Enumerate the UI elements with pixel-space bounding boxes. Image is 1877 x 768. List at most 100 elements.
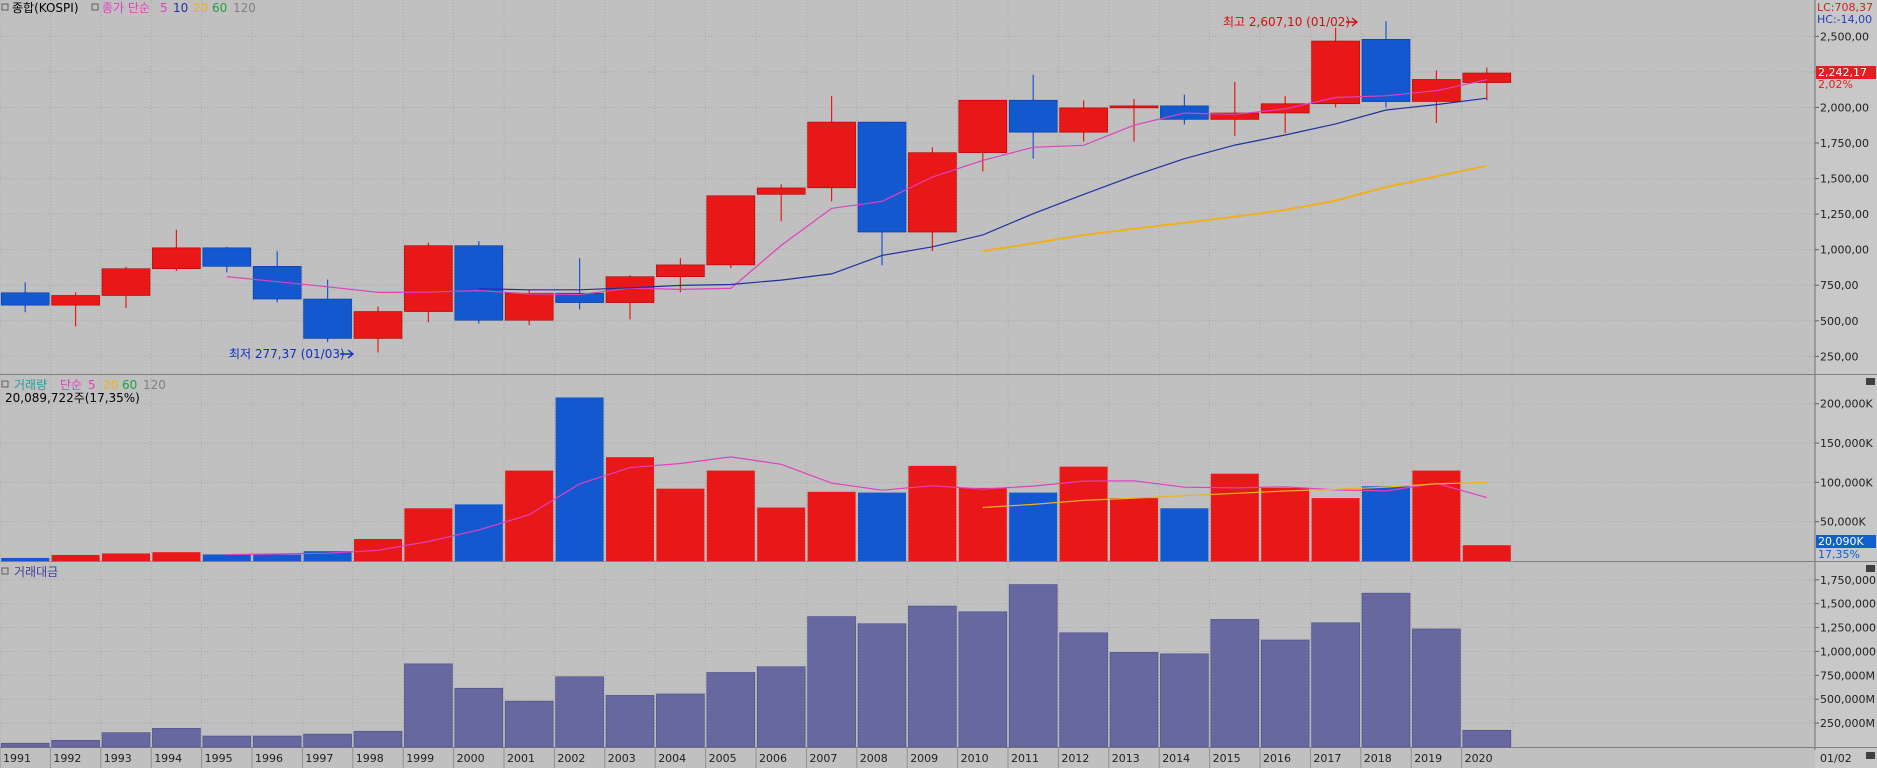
candle-body <box>0 292 50 306</box>
amount-bar <box>1412 628 1461 748</box>
panel-toggle-icon[interactable] <box>1 3 9 11</box>
amount-bar <box>1059 632 1108 748</box>
amount-bar <box>555 676 604 748</box>
volume-bar <box>908 465 957 561</box>
hc-label: HC:-14,00 <box>1817 13 1872 26</box>
x-tick-label: 2006 <box>759 752 787 765</box>
candle-body <box>252 266 302 300</box>
candle-body <box>51 295 100 306</box>
amount-bar <box>958 611 1008 748</box>
volume-ma-line <box>982 481 1487 509</box>
ma-period-5[interactable]: 5 <box>160 1 168 15</box>
candle-body <box>1008 99 1058 133</box>
x-tick-label: 2017 <box>1313 752 1341 765</box>
y-tick-label: 1,000,000M <box>1820 645 1877 658</box>
x-tick-label: 1996 <box>255 752 283 765</box>
volume-bar <box>807 491 856 561</box>
x-tick-label: 2001 <box>507 752 535 765</box>
y-tick-label: 250,00 <box>1820 350 1859 363</box>
volume-bar <box>1462 545 1511 561</box>
volume-bar <box>1110 498 1158 561</box>
volume-bar <box>1210 473 1259 561</box>
ma-indicator-label[interactable]: 종가 단순 <box>102 1 150 15</box>
amount-bar <box>706 672 756 748</box>
volume-bar <box>202 554 251 561</box>
amount-bar <box>152 728 201 748</box>
amount-bar <box>101 732 151 748</box>
amount-bar <box>605 695 655 748</box>
y-tick-label: 500,000M <box>1820 693 1875 706</box>
x-tick-label: 2004 <box>658 752 686 765</box>
amount-panel-max-icon[interactable] <box>1866 565 1875 572</box>
volume-indicator-label[interactable]: 단순 <box>60 378 82 392</box>
x-tick-label: 1999 <box>406 752 434 765</box>
amount-bar <box>807 616 856 748</box>
vol-ma-period-5[interactable]: 5 <box>88 378 96 392</box>
volume-info: 20,089,722주(17,35%) <box>5 391 140 405</box>
x-tick-label: 2010 <box>961 752 989 765</box>
price-ma-line <box>478 97 1487 291</box>
ma-period-20[interactable]: 20 <box>193 1 208 15</box>
candle-body <box>706 195 756 266</box>
amount-bar <box>1311 622 1360 748</box>
volume-bar <box>102 553 150 561</box>
volume-bar <box>1362 486 1410 561</box>
volume-bar <box>303 551 352 561</box>
y-tick-label: 750,000M <box>1820 669 1875 682</box>
amount-toggle-icon[interactable] <box>1 567 9 575</box>
ma-period-120[interactable]: 120 <box>233 1 256 15</box>
candle-body <box>101 268 151 296</box>
volume-toggle-icon[interactable] <box>1 380 9 388</box>
candle-body <box>202 247 252 267</box>
vol-ma-period-20[interactable]: 20 <box>103 378 118 392</box>
x-tick-label: 2014 <box>1162 752 1190 765</box>
y-axis-labels: 2,500,002,250,002,000,001,750,001,500,00… <box>1815 30 1877 730</box>
ma-period-60[interactable]: 60 <box>212 1 227 15</box>
amount-bar <box>51 740 100 748</box>
amount-panel-header: 거래대금 <box>1 565 58 579</box>
amount-bar <box>656 693 705 748</box>
x-tick-label: 1995 <box>205 752 233 765</box>
volume-panel-max-icon[interactable] <box>1866 378 1875 385</box>
vol-ma-period-60[interactable]: 60 <box>122 378 137 392</box>
volume-bar <box>1 557 50 561</box>
x-tick-label: 2011 <box>1011 752 1039 765</box>
x-tick-label: 2012 <box>1061 752 1089 765</box>
volume-bar <box>454 504 503 561</box>
amount-bar <box>1210 619 1260 748</box>
y-tick-label: 500,00 <box>1820 315 1859 328</box>
candle-body <box>303 298 352 339</box>
y-tick-label: 1,500,000M <box>1820 598 1877 611</box>
x-tick-label: 1998 <box>356 752 384 765</box>
candle-body <box>1462 72 1512 83</box>
amount-bar <box>1260 639 1310 748</box>
candle-body <box>1361 39 1411 102</box>
vol-ma-period-120[interactable]: 120 <box>143 378 166 392</box>
ma-period-10[interactable]: 10 <box>173 1 188 15</box>
candle-body <box>605 276 655 303</box>
candle-body <box>152 247 201 270</box>
y-tick-label: 1,250,00 <box>1820 208 1869 221</box>
candle-body <box>807 121 856 189</box>
y-tick-label: 1,750,00 <box>1820 137 1869 150</box>
candle-body <box>404 245 453 312</box>
indicator-toggle-icon[interactable] <box>91 3 99 11</box>
candle-body <box>756 187 806 195</box>
x-tick-label: 2003 <box>608 752 636 765</box>
volume-current-badge <box>1816 535 1876 548</box>
current-price: 2,242,17 <box>1818 66 1867 79</box>
candle-body <box>1109 105 1159 109</box>
x-tick-label: 1994 <box>154 752 182 765</box>
volume-bar <box>253 554 302 561</box>
volume-bar <box>152 552 201 561</box>
x-axis-scroll-icon[interactable] <box>1866 752 1875 759</box>
y-tick-label: 200,000K <box>1820 398 1873 411</box>
volume-bar <box>757 507 806 561</box>
y-tick-label: 100,000K <box>1820 476 1873 489</box>
candle-body <box>656 264 705 278</box>
amount-bar <box>1008 584 1058 748</box>
amount-bar <box>202 735 252 748</box>
current-price-badge <box>1816 66 1876 79</box>
volume-current-value: 20,090K <box>1818 535 1864 548</box>
